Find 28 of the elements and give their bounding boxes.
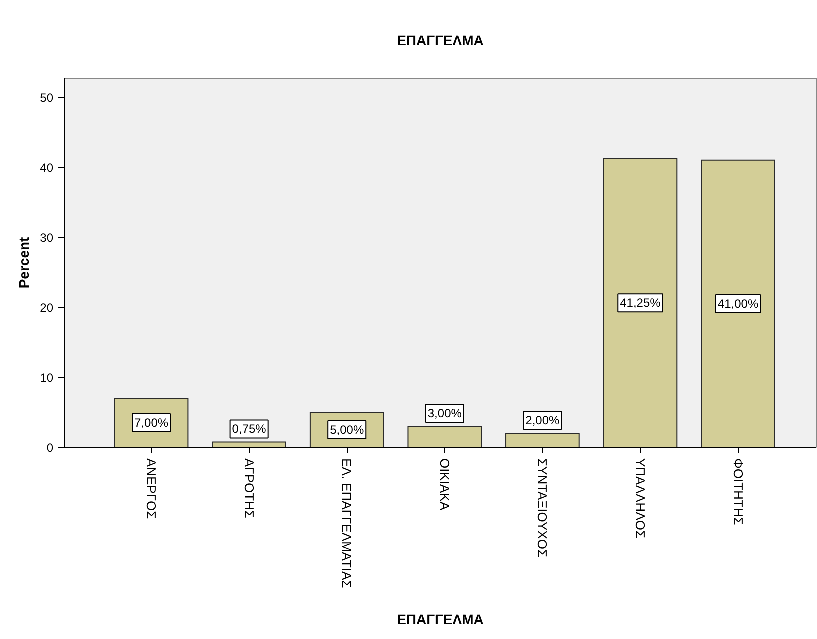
chart-title: ΕΠΑΓΓΕΛΜΑ (397, 32, 484, 48)
bar (506, 432, 580, 448)
bar (603, 158, 678, 448)
data-label: 7,00% (134, 416, 169, 430)
x-tick-label: ΦΟΙΤΗΤΗΣ (730, 458, 746, 526)
x-tick-label: ΣΥΝΤΑΞΙΟΥΧΟΣ (535, 458, 550, 558)
y-tick-label: 50 (40, 90, 54, 105)
data-label: 2,00% (526, 413, 560, 428)
data-label: 5,00% (330, 422, 364, 437)
x-tick-label: ΥΠΑΛΛΗΛΟΣ (632, 458, 648, 539)
y-tick-label: 40 (40, 160, 54, 175)
y-tick-label: 30 (40, 230, 54, 245)
data-label: 41,25% (620, 296, 662, 310)
x-axis-title: ΕΠΑΓΓΕΛΜΑ (397, 611, 484, 628)
y-tick-label: 10 (40, 370, 54, 385)
x-tick-label: ΑΝΕΡΓΟΣ (144, 458, 160, 520)
bar (408, 426, 482, 448)
y-tick-label: 20 (40, 300, 54, 315)
bar (212, 442, 286, 448)
data-label: 41,00% (718, 296, 759, 311)
y-tick-label: 0 (46, 441, 54, 455)
data-label: 0,75% (232, 422, 267, 436)
x-tick-label: ΑΓΡΟΤΗΣ (242, 458, 257, 518)
data-label: 3,00% (428, 406, 462, 420)
y-axis-title: Percent (16, 236, 32, 289)
bar (701, 160, 776, 448)
x-tick-label: ΕΛ. ΕΠΑΓΓΕΛΜΑΤΙΑΣ (340, 458, 355, 588)
x-tick-label: ΟΙΚΙΑΚΑ (437, 458, 452, 511)
